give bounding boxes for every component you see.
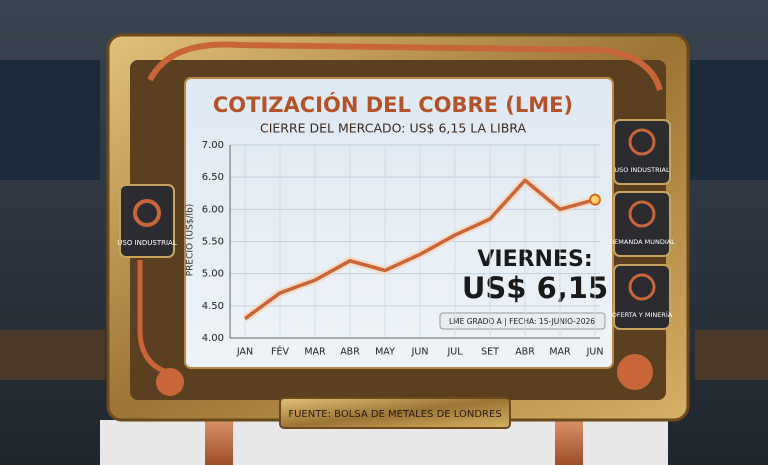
x-tick-label: MAR — [304, 347, 326, 358]
y-tick-label: 5.50 — [202, 237, 224, 248]
grade-box — [439, 312, 606, 330]
y-tick-label: 4.00 — [202, 333, 224, 344]
x-tick-label: ABR — [515, 347, 535, 358]
monitor — [690, 60, 768, 180]
badge-icon — [628, 128, 656, 156]
badge-icon — [628, 200, 656, 228]
x-tick-label: JUL — [446, 347, 463, 358]
gear-icon — [133, 199, 161, 227]
badge — [613, 191, 671, 257]
badge-icon — [628, 273, 656, 301]
y-tick-label: 5.00 — [202, 269, 224, 280]
badge — [613, 119, 671, 185]
price-line — [243, 178, 596, 321]
last-point — [589, 193, 601, 206]
x-tick-label: ABR — [340, 347, 360, 358]
annotation-grade: LME GRADO A | FECHA: 15-JUNIO-2026 — [449, 317, 595, 326]
badge-label: USO INDUSTRIAL — [117, 239, 177, 247]
badge-label: DEMANDA MUNDIAL — [609, 238, 675, 246]
badge — [613, 264, 671, 330]
copper-nugget — [156, 368, 184, 396]
y-axis-label: PRECIO (US$/lb) — [186, 204, 196, 277]
source-plate — [279, 397, 511, 429]
y-tick-label: 6.50 — [202, 172, 224, 183]
x-tick-label: MAR — [549, 347, 571, 358]
annotation-day: VIERNES: — [477, 247, 592, 272]
pipe — [147, 41, 663, 91]
x-tick-label: JUN — [411, 347, 429, 358]
desk — [0, 330, 105, 380]
badge-label: OFERTA Y MINERÍA — [612, 310, 673, 319]
badge-label: USO INDUSTRIAL — [614, 166, 670, 174]
monitor — [0, 60, 100, 180]
x-tick-label: FÉV — [271, 346, 289, 358]
source: FUENTE: BOLSA DE METALES DE LONDRES — [288, 409, 501, 420]
chart-subtitle: CIERRE DEL MERCADO: US$ 6,15 LA LIBRA — [260, 121, 526, 136]
chart-title: COTIZACIÓN DEL COBRE (LME) — [213, 92, 573, 117]
x-tick-label: SET — [481, 347, 499, 358]
desk — [695, 330, 768, 380]
y-tick-label: 7.00 — [202, 140, 224, 151]
annotation-price: US$ 6,15 — [462, 271, 608, 305]
y-tick-label: 4.50 — [202, 301, 224, 312]
badge — [119, 184, 175, 258]
copper-nugget — [617, 354, 653, 390]
x-tick-label: JUN — [586, 347, 604, 358]
y-tick-label: 6.00 — [202, 204, 224, 215]
x-tick-label: JAN — [236, 347, 253, 358]
x-tick-label: MAY — [375, 347, 395, 358]
